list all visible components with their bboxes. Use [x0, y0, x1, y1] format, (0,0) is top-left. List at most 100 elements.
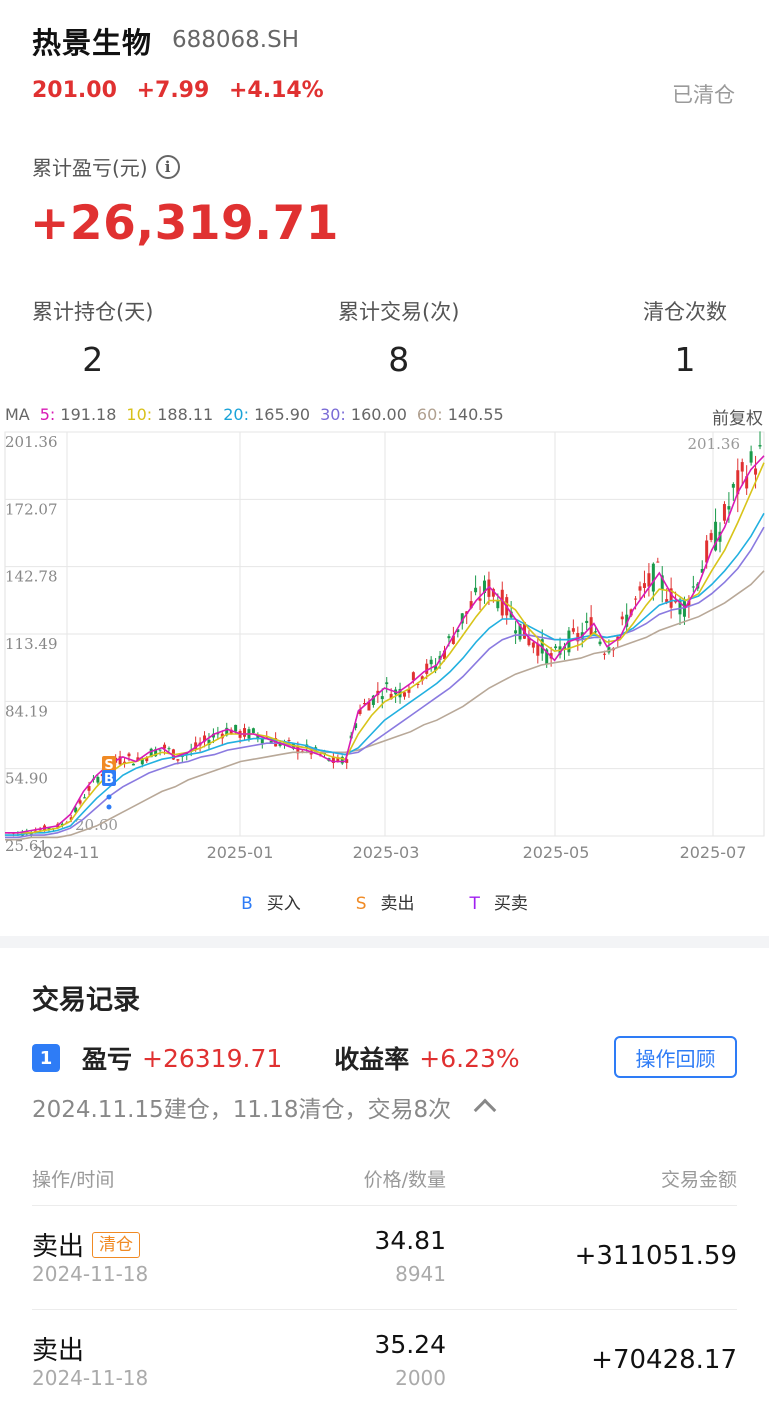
adjust-toggle[interactable]: 前复权 [712, 409, 763, 429]
ma30-line [5, 526, 765, 839]
candle-body [140, 758, 144, 765]
candle-body [251, 728, 255, 733]
op-label: 卖出 [32, 1232, 85, 1262]
candle-body [460, 613, 464, 624]
candle-body [527, 637, 531, 646]
buy-marker-label: B [104, 772, 114, 787]
candle-body [354, 723, 358, 728]
quote-row: 201.00 +7.99 +4.14% [32, 78, 336, 103]
stock-name: 热景生物 [32, 26, 153, 60]
candle-body [754, 468, 758, 475]
candle-body [705, 540, 709, 563]
candle-body [478, 598, 482, 601]
y-tick-label: 54.90 [5, 770, 48, 788]
candle-body [287, 740, 291, 742]
info-icon[interactable]: i [155, 154, 180, 179]
legend-sell: S 卖出 [355, 894, 415, 914]
chevron-up-icon[interactable] [473, 1098, 497, 1122]
candle-body [709, 533, 713, 540]
candle-body [691, 586, 695, 588]
candle-body [736, 470, 740, 495]
buy-marker-box [102, 770, 116, 786]
x-axis-labels: 2024-11 2025-01 2025-03 2025-05 2025-07 [33, 843, 747, 862]
candle-body [514, 630, 518, 634]
trade-markers: SB [102, 756, 116, 810]
candle-body [731, 483, 735, 488]
pl-label: 盈亏 [82, 1045, 133, 1074]
candle-body [407, 689, 411, 693]
candle-body [389, 693, 393, 700]
candle-body [269, 741, 273, 744]
kline-chart[interactable]: 201.36172.07142.78113.4984.1954.9025.612… [0, 430, 769, 870]
col-op-time: 操作/时间 [32, 1169, 115, 1191]
stock-code: 688068.SH [172, 27, 300, 53]
candle-body [722, 504, 726, 521]
candle-body [749, 451, 753, 463]
row-op: 卖出 [32, 1330, 84, 1367]
stat-label: 累计交易(次) [338, 300, 460, 324]
candle-body [500, 589, 504, 616]
stat-label: 清仓次数 [643, 300, 727, 324]
candle-body [149, 748, 153, 758]
candle-body [656, 561, 660, 563]
buy-dot [106, 804, 112, 810]
stat-trades: 累计交易(次) 8 [338, 296, 459, 379]
trade-summary[interactable]: 2024.11.15建仓，11.18清仓，交易8次 [32, 1090, 497, 1124]
rate-value: +6.23% [419, 1043, 520, 1073]
candle-body [571, 628, 575, 632]
review-button[interactable]: 操作回顾 [614, 1036, 737, 1078]
stat-clear-count: 清仓次数 1 [643, 296, 727, 379]
candle-body [416, 683, 420, 686]
candle-body [442, 650, 446, 660]
candle-body [602, 653, 606, 655]
candle-body [158, 749, 162, 751]
candle-body [700, 568, 704, 573]
pl-label: 累计盈亏(元) i [32, 152, 180, 181]
stat-holding-days: 累计持仓(天) 2 [32, 296, 153, 379]
candle-body [216, 733, 220, 735]
candle-body [47, 827, 51, 830]
candle-body [642, 583, 646, 588]
y-tick-label: 113.49 [5, 635, 58, 653]
candle-body [203, 735, 207, 742]
trade-summary-head: 1 盈亏 +26319.71 收益率 +6.23% [32, 1040, 520, 1076]
legend-both: T 买卖 [469, 894, 528, 914]
candle-body [83, 797, 87, 799]
candle-body [229, 729, 233, 735]
candle-body [29, 833, 33, 835]
trade-index-badge: 1 [32, 1044, 60, 1072]
candle-body [154, 749, 158, 757]
candle-body [638, 586, 642, 591]
candle-body [482, 580, 486, 594]
candle-body [167, 748, 171, 750]
x-tick-label: 2025-05 [523, 843, 590, 862]
divider [32, 1309, 737, 1310]
pl-value: +26,319.71 [30, 196, 340, 251]
ma10-line [5, 462, 765, 834]
candle-body [136, 757, 140, 761]
candle-body [345, 759, 349, 763]
candle-body [131, 763, 135, 766]
candle-body [469, 601, 473, 609]
candle-body [727, 506, 731, 510]
candle-body [176, 759, 180, 761]
candle-body [234, 724, 238, 732]
candle-body [118, 756, 122, 765]
candle-body [380, 696, 384, 700]
candle-body [331, 756, 335, 764]
candle-body [60, 823, 64, 826]
row-amount: +70428.17 [591, 1345, 737, 1375]
sell-marker: S [102, 756, 116, 773]
clear-tag: 清仓 [92, 1231, 141, 1258]
trade-pl-value: +26319.71 [142, 1043, 283, 1073]
candle-body [509, 611, 513, 618]
x-tick-label: 2024-11 [33, 843, 100, 862]
row-date: 2024-11-18 [32, 1366, 149, 1390]
status-label: 已清仓 [672, 83, 735, 107]
ma5: 5: 191.18 [39, 405, 117, 424]
candle-body [740, 462, 744, 472]
trade-legend: B 买入 S 卖出 T 买卖 [0, 889, 769, 914]
candle-body [425, 663, 429, 674]
candle-body [340, 756, 344, 764]
x-tick-label: 2025-07 [680, 843, 747, 862]
